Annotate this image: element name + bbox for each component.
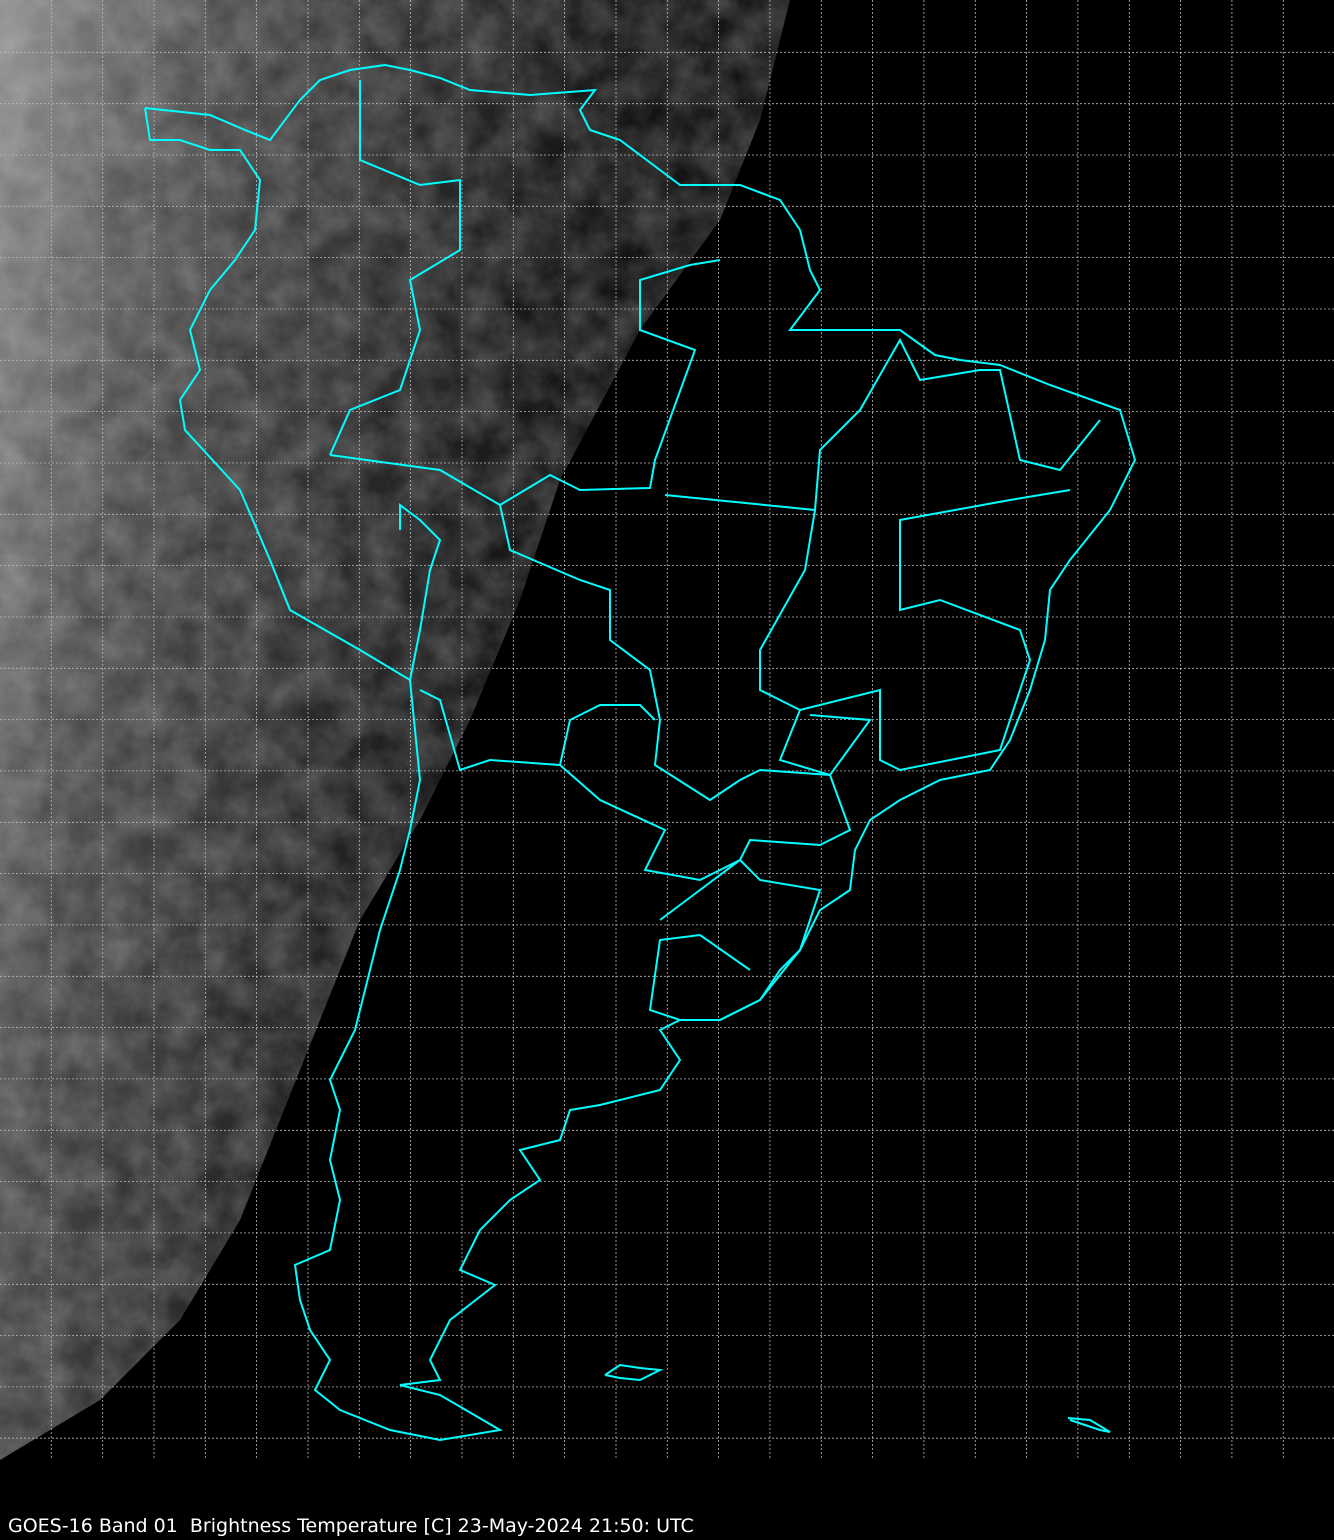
daylight-cloud-imagery (0, 0, 790, 1460)
coastline (144, 63, 1137, 1442)
border-andes-chile-argentina (399, 503, 442, 681)
border-states-north (664, 337, 1101, 512)
satellite-map (0, 0, 1334, 1460)
lat-lon-grid (0, 0, 1334, 1460)
country-borders (144, 63, 1137, 1442)
border-brazil-south (499, 504, 852, 882)
border-states-southeast (778, 709, 872, 777)
border-colombia-venezuela (329, 80, 461, 456)
border-argentina-uruguay (648, 858, 822, 1021)
islands-falklands (604, 1363, 664, 1382)
border-brazil-west (329, 259, 721, 507)
border-states-central (759, 489, 1071, 772)
border-bolivia-paraguay (419, 689, 561, 772)
image-caption: GOES-16 Band 01 Brightness Temperature [… (8, 1515, 694, 1537)
islands-south-georgia (1067, 1417, 1111, 1433)
